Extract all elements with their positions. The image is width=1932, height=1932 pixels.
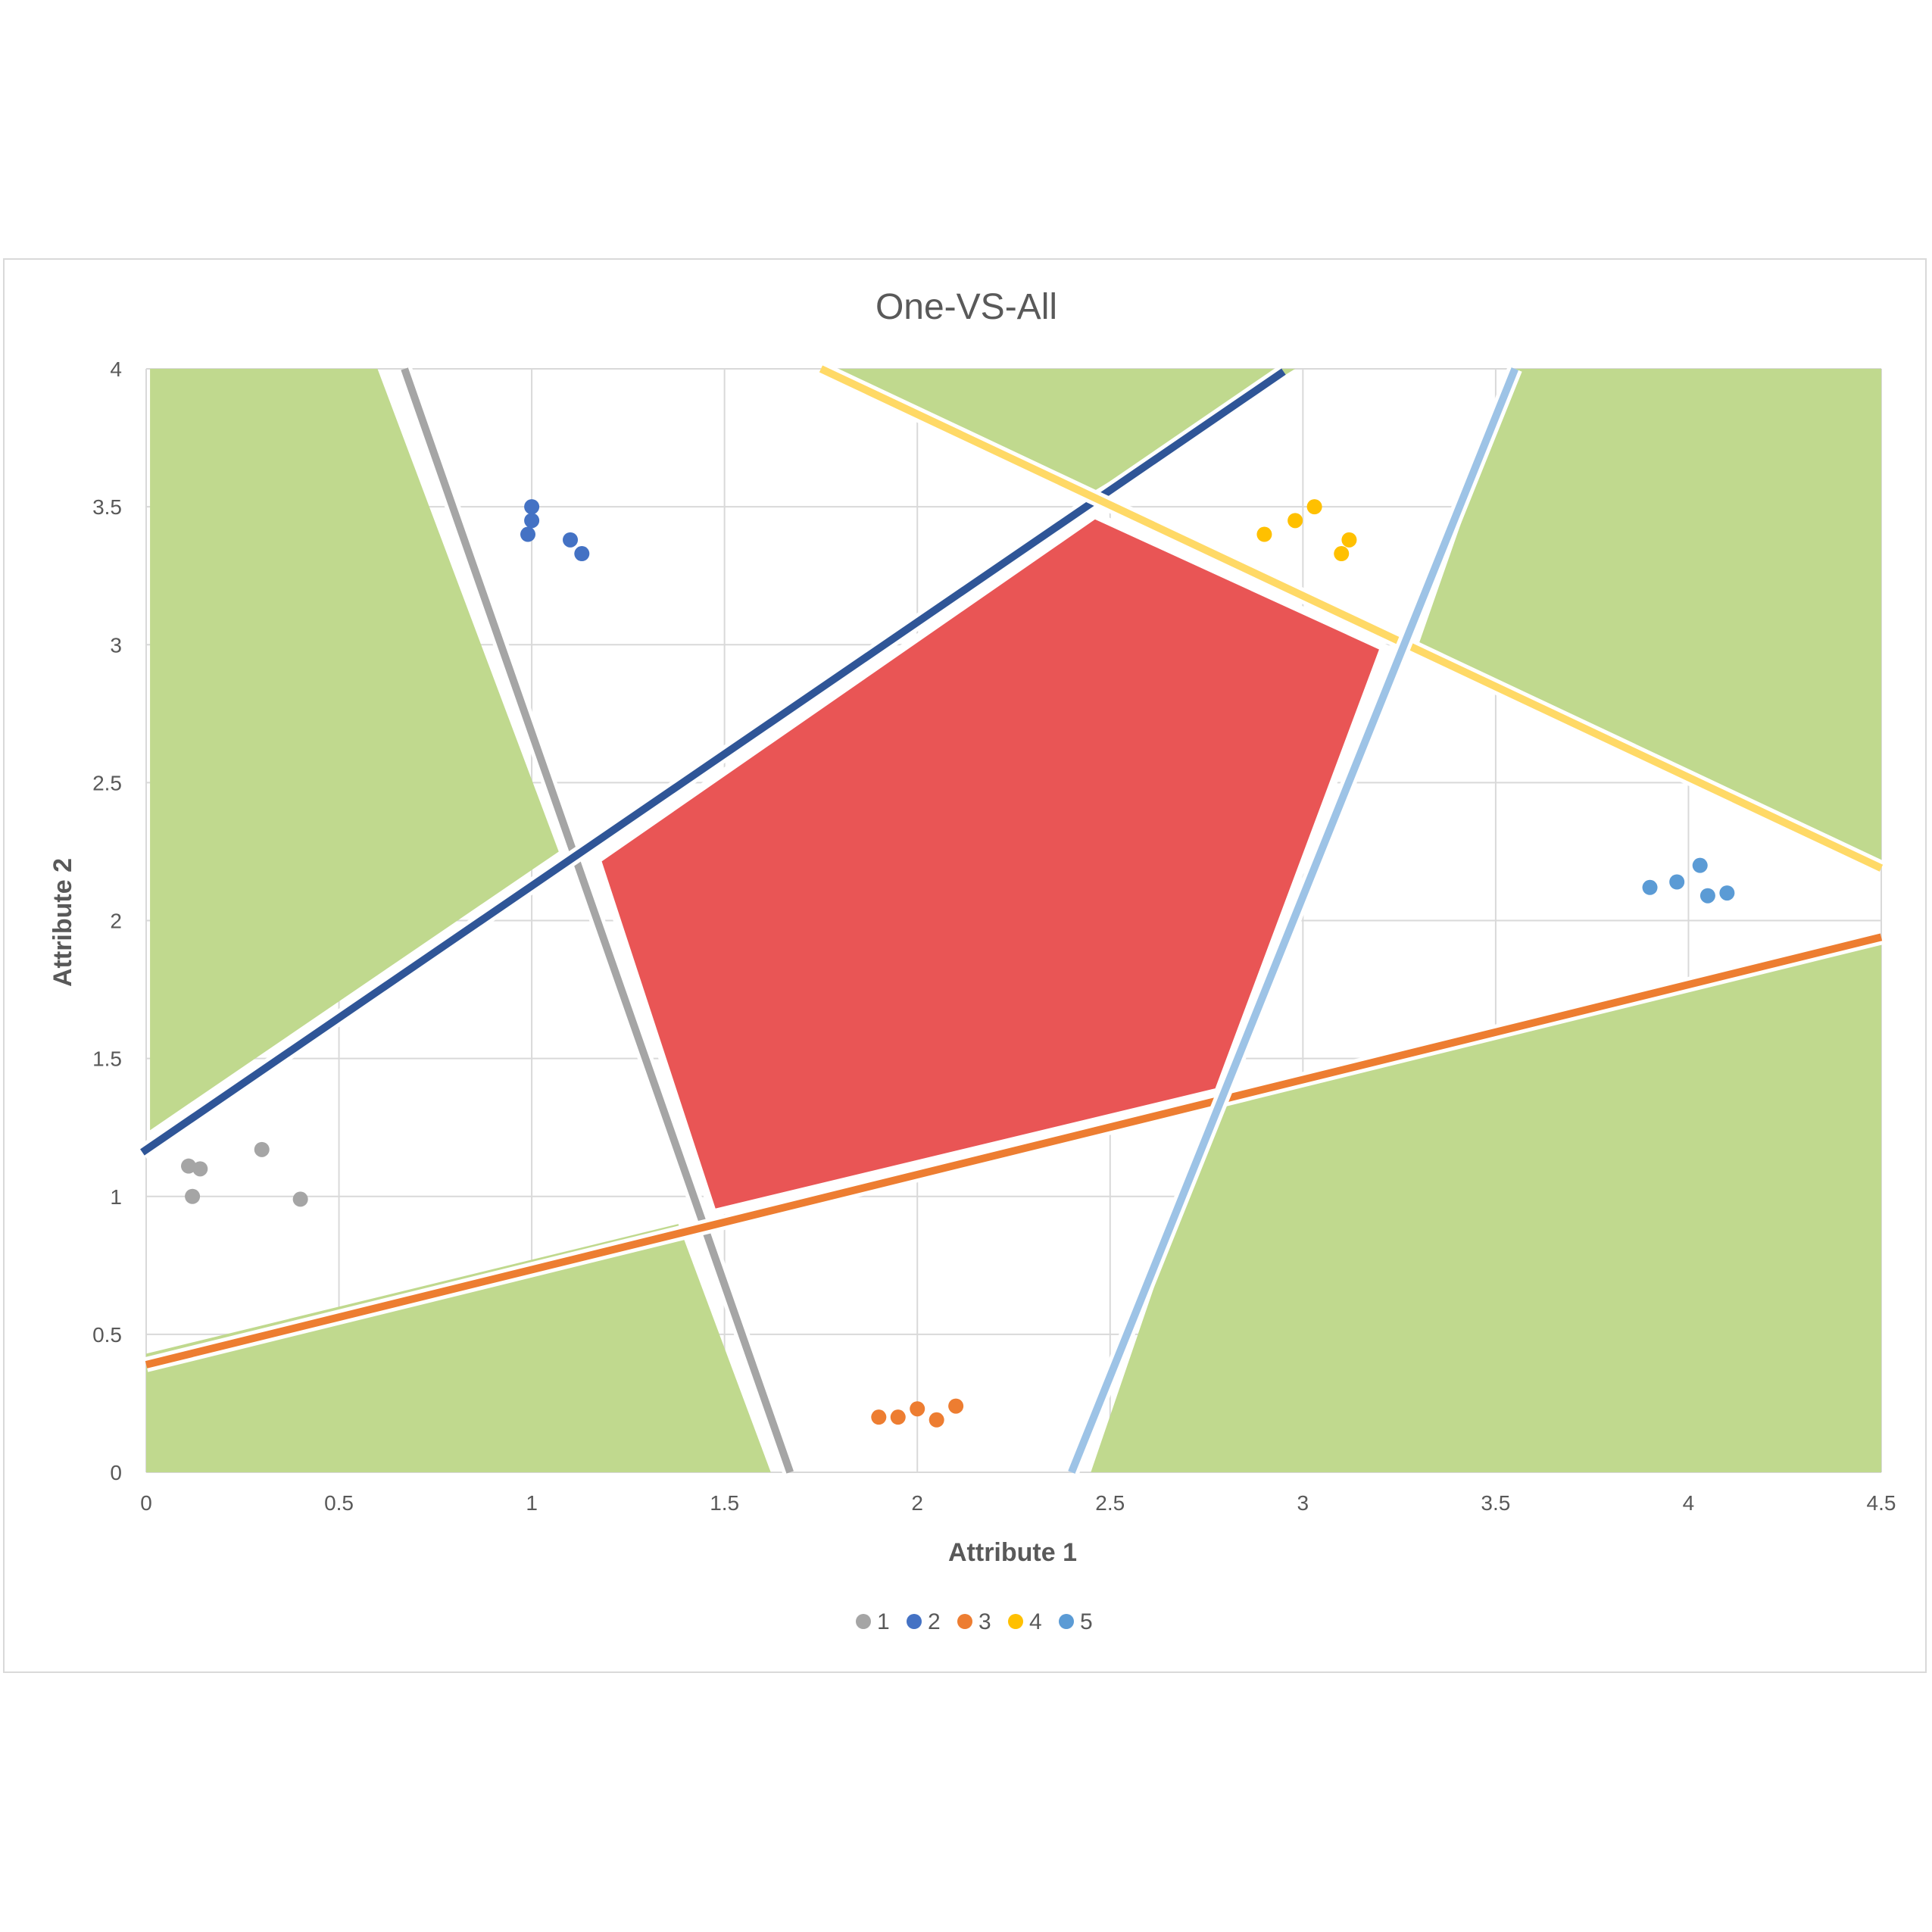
x-tick-label: 2.5 bbox=[1095, 1491, 1125, 1515]
chart-svg: One-VS-All 0 0.5 1 1.5 2 2.5 3 3.5 4 4.5 0 0.5 1 1.5 2… bbox=[48, 287, 1896, 1634]
decision-line-class-5 bbox=[1068, 367, 1518, 1474]
x-tick-label: 0.5 bbox=[324, 1491, 354, 1515]
decision-lines bbox=[138, 361, 1885, 1475]
data-points bbox=[181, 499, 1735, 1428]
y-tick-label: 2.5 bbox=[92, 771, 122, 794]
ambiguous-region bbox=[1419, 369, 1881, 860]
data-point-class-1 bbox=[292, 1191, 308, 1207]
decision-line-class-1 bbox=[401, 367, 794, 1474]
data-point-class-5 bbox=[1642, 879, 1658, 895]
data-point-class-2 bbox=[520, 526, 536, 542]
y-axis-title: Attribute 2 bbox=[48, 858, 77, 987]
x-tick-label: 1 bbox=[526, 1491, 538, 1515]
y-tick-label: 4 bbox=[110, 357, 122, 381]
data-point-class-1 bbox=[192, 1161, 208, 1177]
y-tick-label: 1.5 bbox=[92, 1047, 122, 1071]
decision-line-class-3 bbox=[145, 933, 1883, 1369]
data-point-class-3 bbox=[910, 1401, 925, 1417]
y-tick-label: 2 bbox=[110, 910, 122, 933]
data-point-class-5 bbox=[1669, 874, 1685, 890]
legend-marker bbox=[856, 1614, 871, 1629]
chart-frame: One-VS-All 0 0.5 1 1.5 2 2.5 3 3.5 4 4.5 0 0.5 1 1.5 2… bbox=[3, 258, 1927, 1673]
legend-label: 1 bbox=[877, 1609, 890, 1634]
x-tick-label: 4 bbox=[1683, 1491, 1695, 1515]
data-point-class-4 bbox=[1287, 513, 1303, 529]
data-point-class-1 bbox=[185, 1188, 201, 1204]
ambiguous-region bbox=[150, 369, 559, 1131]
ambiguous-regions bbox=[146, 369, 1881, 1472]
legend-marker bbox=[1059, 1614, 1074, 1629]
legend-marker bbox=[957, 1614, 972, 1629]
x-tick-label: 0 bbox=[140, 1491, 152, 1515]
legend: 1 2 3 4 5 bbox=[856, 1609, 1093, 1634]
ambiguous-region bbox=[820, 369, 1296, 493]
y-tick-label: 0.5 bbox=[92, 1323, 122, 1347]
x-tick-label: 1.5 bbox=[710, 1491, 739, 1515]
x-tick-label: 4.5 bbox=[1867, 1491, 1896, 1515]
chart-title: One-VS-All bbox=[875, 287, 1057, 327]
x-tick-label: 3 bbox=[1297, 1491, 1309, 1515]
unclassified-region-polygon bbox=[592, 510, 1389, 1218]
data-point-class-3 bbox=[871, 1409, 887, 1425]
data-point-class-5 bbox=[1699, 888, 1715, 904]
x-axis-title: Attribute 1 bbox=[948, 1538, 1077, 1567]
x-tick-label: 2 bbox=[911, 1491, 923, 1515]
ambiguous-region bbox=[1091, 942, 1881, 1472]
y-tick-label: 3.5 bbox=[92, 495, 122, 519]
tick-labels: 0 0.5 1 1.5 2 2.5 3 3.5 4 4.5 0 0.5 1 1.5 2 2.5 3 3.5 4 bbox=[92, 357, 1896, 1515]
ambiguous-region bbox=[146, 1224, 771, 1472]
unclassified-region bbox=[592, 510, 1389, 1218]
data-point-class-2 bbox=[574, 546, 590, 562]
data-point-class-1 bbox=[254, 1141, 270, 1157]
data-point-class-2 bbox=[563, 532, 579, 548]
legend-marker bbox=[1008, 1614, 1023, 1629]
data-point-class-4 bbox=[1334, 546, 1350, 562]
data-point-class-3 bbox=[929, 1412, 944, 1428]
data-point-class-5 bbox=[1692, 857, 1708, 873]
data-point-class-1 bbox=[181, 1158, 197, 1174]
data-point-class-2 bbox=[524, 499, 540, 515]
data-point-class-2 bbox=[524, 513, 540, 529]
y-tick-label: 0 bbox=[110, 1461, 122, 1484]
legend-label: 4 bbox=[1029, 1609, 1042, 1634]
data-point-class-4 bbox=[1341, 532, 1357, 548]
data-point-class-4 bbox=[1306, 499, 1322, 515]
x-tick-label: 3.5 bbox=[1481, 1491, 1510, 1515]
data-point-class-3 bbox=[890, 1409, 906, 1425]
legend-label: 2 bbox=[928, 1609, 941, 1634]
data-point-class-4 bbox=[1256, 526, 1272, 542]
decision-line-class-4 bbox=[819, 365, 1884, 872]
legend-label: 3 bbox=[978, 1609, 991, 1634]
y-tick-label: 3 bbox=[110, 633, 122, 657]
data-point-class-5 bbox=[1719, 885, 1735, 901]
legend-label: 5 bbox=[1080, 1609, 1093, 1634]
data-point-class-3 bbox=[948, 1398, 964, 1414]
y-tick-label: 1 bbox=[110, 1185, 122, 1209]
legend-marker bbox=[907, 1614, 922, 1629]
